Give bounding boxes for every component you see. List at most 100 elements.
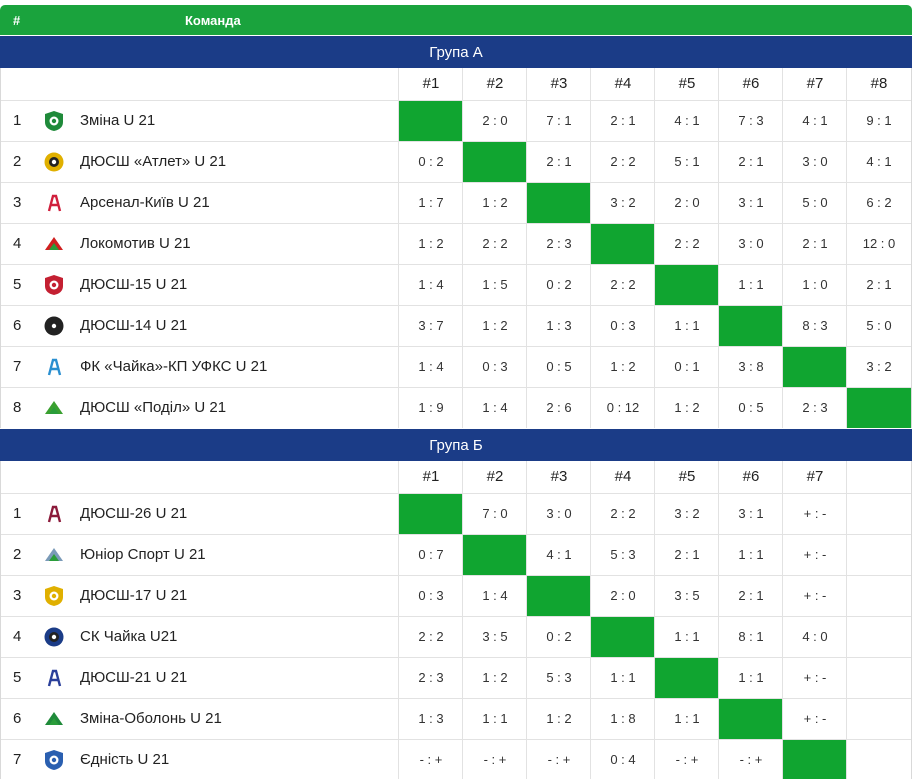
match-result-cell[interactable]: 1 : 1 — [610, 670, 636, 685]
match-result-cell[interactable]: 1 : 9 — [418, 400, 444, 415]
match-result-cell[interactable]: 1 : 2 — [418, 236, 444, 251]
match-result-cell[interactable]: 5 : 0 — [802, 195, 828, 210]
match-result-cell[interactable]: 1 : 2 — [610, 359, 636, 374]
team-name[interactable]: Локомотив U 21 — [80, 235, 191, 252]
match-result-cell[interactable]: 1 : 1 — [738, 277, 764, 292]
team-name[interactable]: Зміна-Оболонь U 21 — [80, 710, 222, 727]
match-result-cell[interactable]: 4 : 1 — [546, 547, 572, 562]
match-result-cell[interactable]: 1 : 4 — [418, 277, 444, 292]
match-result-cell[interactable]: 3 : 8 — [738, 359, 764, 374]
team-name[interactable]: Зміна U 21 — [80, 112, 156, 129]
match-result-cell[interactable]: 5 : 3 — [546, 670, 572, 685]
match-result-cell[interactable]: 2 : 0 — [482, 113, 508, 128]
match-result-cell[interactable]: 0 : 3 — [418, 588, 444, 603]
match-result-cell[interactable]: 2 : 2 — [482, 236, 508, 251]
match-result-cell[interactable]: 2 : 3 — [802, 400, 828, 415]
table-row[interactable]: 8 ДЮСШ «Поділ» U 21 1 : 9 1 : 4 2 : 6 0 : 12 1… — [0, 387, 912, 428]
match-result-cell[interactable]: 1 : 7 — [418, 195, 444, 210]
match-result-cell[interactable]: 0 : 5 — [738, 400, 764, 415]
team-name[interactable]: Юніор Спорт U 21 — [80, 546, 206, 563]
match-result-cell[interactable]: 1 : 2 — [482, 318, 508, 333]
match-result-cell[interactable]: 1 : 4 — [482, 400, 508, 415]
match-result-cell[interactable]: - : + — [419, 752, 443, 767]
match-result-cell[interactable]: 1 : 3 — [418, 711, 444, 726]
match-result-cell[interactable]: 1 : 2 — [482, 670, 508, 685]
match-result-cell[interactable]: 2 : 6 — [546, 400, 572, 415]
match-result-cell[interactable]: + : - — [803, 547, 827, 562]
match-result-cell[interactable]: 1 : 1 — [738, 547, 764, 562]
match-result-cell[interactable]: 2 : 2 — [610, 506, 636, 521]
match-result-cell[interactable]: 4 : 1 — [674, 113, 700, 128]
match-result-cell[interactable]: 2 : 0 — [610, 588, 636, 603]
match-result-cell[interactable]: 0 : 5 — [546, 359, 572, 374]
match-result-cell[interactable]: 2 : 2 — [610, 277, 636, 292]
match-result-cell[interactable]: 6 : 2 — [866, 195, 892, 210]
match-result-cell[interactable]: 2 : 1 — [674, 547, 700, 562]
match-result-cell[interactable]: 0 : 3 — [482, 359, 508, 374]
match-result-cell[interactable]: 2 : 1 — [866, 277, 892, 292]
table-row[interactable]: 6 ДЮСШ-14 U 21 3 : 7 1 : 2 1 : 3 0 : 3 1 : 1 8 … — [0, 305, 912, 346]
team-name[interactable]: ФК «Чайка»-КП УФКС U 21 — [80, 358, 268, 375]
match-result-cell[interactable]: 3 : 5 — [674, 588, 700, 603]
table-row[interactable]: 1 Зміна U 21 2 : 0 7 : 1 2 : 1 4 : 1 7 : 3 4 : … — [0, 100, 912, 141]
match-result-cell[interactable]: - : + — [739, 752, 763, 767]
match-result-cell[interactable]: 1 : 1 — [674, 629, 700, 644]
match-result-cell[interactable]: 3 : 5 — [482, 629, 508, 644]
team-name[interactable]: ДЮСШ «Атлет» U 21 — [80, 153, 227, 170]
match-result-cell[interactable]: 2 : 1 — [610, 113, 636, 128]
match-result-cell[interactable]: 1 : 5 — [482, 277, 508, 292]
table-row[interactable]: 7 ФК «Чайка»-КП УФКС U 21 1 : 4 0 : 3 0 : 5 1… — [0, 346, 912, 387]
table-row[interactable]: 5 ДЮСШ-15 U 21 1 : 4 1 : 5 0 : 2 2 : 2 1 : 1 1 … — [0, 264, 912, 305]
match-result-cell[interactable]: 3 : 0 — [738, 236, 764, 251]
team-name[interactable]: Єдність U 21 — [80, 751, 170, 768]
match-result-cell[interactable]: 1 : 1 — [674, 711, 700, 726]
match-result-cell[interactable]: 2 : 0 — [674, 195, 700, 210]
match-result-cell[interactable]: 1 : 1 — [738, 670, 764, 685]
match-result-cell[interactable]: 3 : 2 — [866, 359, 892, 374]
table-row[interactable]: 4 Локомотив U 21 1 : 2 2 : 2 2 : 3 2 : 2 3 : 0… — [0, 223, 912, 264]
team-name[interactable]: ДЮСШ-26 U 21 — [80, 505, 188, 522]
match-result-cell[interactable]: 2 : 1 — [802, 236, 828, 251]
match-result-cell[interactable]: 3 : 2 — [674, 506, 700, 521]
team-name[interactable]: ДЮСШ-17 U 21 — [80, 587, 188, 604]
team-name[interactable]: СК Чайка U21 — [80, 628, 178, 645]
match-result-cell[interactable]: 8 : 3 — [802, 318, 828, 333]
table-row[interactable]: 7 Єдність U 21 - : + - : + - : + 0 : 4 - : + - … — [0, 739, 912, 779]
match-result-cell[interactable]: 0 : 1 — [674, 359, 700, 374]
match-result-cell[interactable]: 1 : 0 — [802, 277, 828, 292]
table-row[interactable]: 2 Юніор Спорт U 21 0 : 7 4 : 1 5 : 3 2 : 1 1 :… — [0, 534, 912, 575]
team-name[interactable]: ДЮСШ-14 U 21 — [80, 317, 188, 334]
team-name[interactable]: ДЮСШ-21 U 21 — [80, 669, 188, 686]
match-result-cell[interactable]: 2 : 1 — [738, 588, 764, 603]
match-result-cell[interactable]: 2 : 1 — [546, 154, 572, 169]
match-result-cell[interactable]: 1 : 4 — [418, 359, 444, 374]
table-row[interactable]: 3 Арсенал-Київ U 21 1 : 7 1 : 2 3 : 2 2 : 0 3 … — [0, 182, 912, 223]
match-result-cell[interactable]: 9 : 1 — [866, 113, 892, 128]
match-result-cell[interactable]: 0 : 12 — [606, 400, 640, 415]
match-result-cell[interactable]: 1 : 2 — [546, 711, 572, 726]
match-result-cell[interactable]: 2 : 2 — [418, 629, 444, 644]
match-result-cell[interactable]: 1 : 3 — [546, 318, 572, 333]
match-result-cell[interactable]: 4 : 1 — [802, 113, 828, 128]
match-result-cell[interactable]: 1 : 8 — [610, 711, 636, 726]
match-result-cell[interactable]: 7 : 0 — [482, 506, 508, 521]
match-result-cell[interactable]: 2 : 2 — [674, 236, 700, 251]
match-result-cell[interactable]: 1 : 1 — [674, 318, 700, 333]
match-result-cell[interactable]: + : - — [803, 711, 827, 726]
match-result-cell[interactable]: 12 : 0 — [862, 236, 896, 251]
match-result-cell[interactable]: 3 : 1 — [738, 506, 764, 521]
match-result-cell[interactable]: 3 : 0 — [546, 506, 572, 521]
match-result-cell[interactable]: 0 : 7 — [418, 547, 444, 562]
match-result-cell[interactable]: 8 : 1 — [738, 629, 764, 644]
match-result-cell[interactable]: 3 : 1 — [738, 195, 764, 210]
match-result-cell[interactable]: + : - — [803, 670, 827, 685]
match-result-cell[interactable]: 2 : 2 — [610, 154, 636, 169]
match-result-cell[interactable]: 1 : 4 — [482, 588, 508, 603]
match-result-cell[interactable]: - : + — [547, 752, 571, 767]
match-result-cell[interactable]: 1 : 2 — [482, 195, 508, 210]
match-result-cell[interactable]: 4 : 0 — [802, 629, 828, 644]
match-result-cell[interactable]: 1 : 1 — [482, 711, 508, 726]
match-result-cell[interactable]: 3 : 7 — [418, 318, 444, 333]
match-result-cell[interactable]: 5 : 3 — [610, 547, 636, 562]
table-row[interactable]: 1 ДЮСШ-26 U 21 7 : 0 3 : 0 2 : 2 3 : 2 3 : 1 + … — [0, 493, 912, 534]
